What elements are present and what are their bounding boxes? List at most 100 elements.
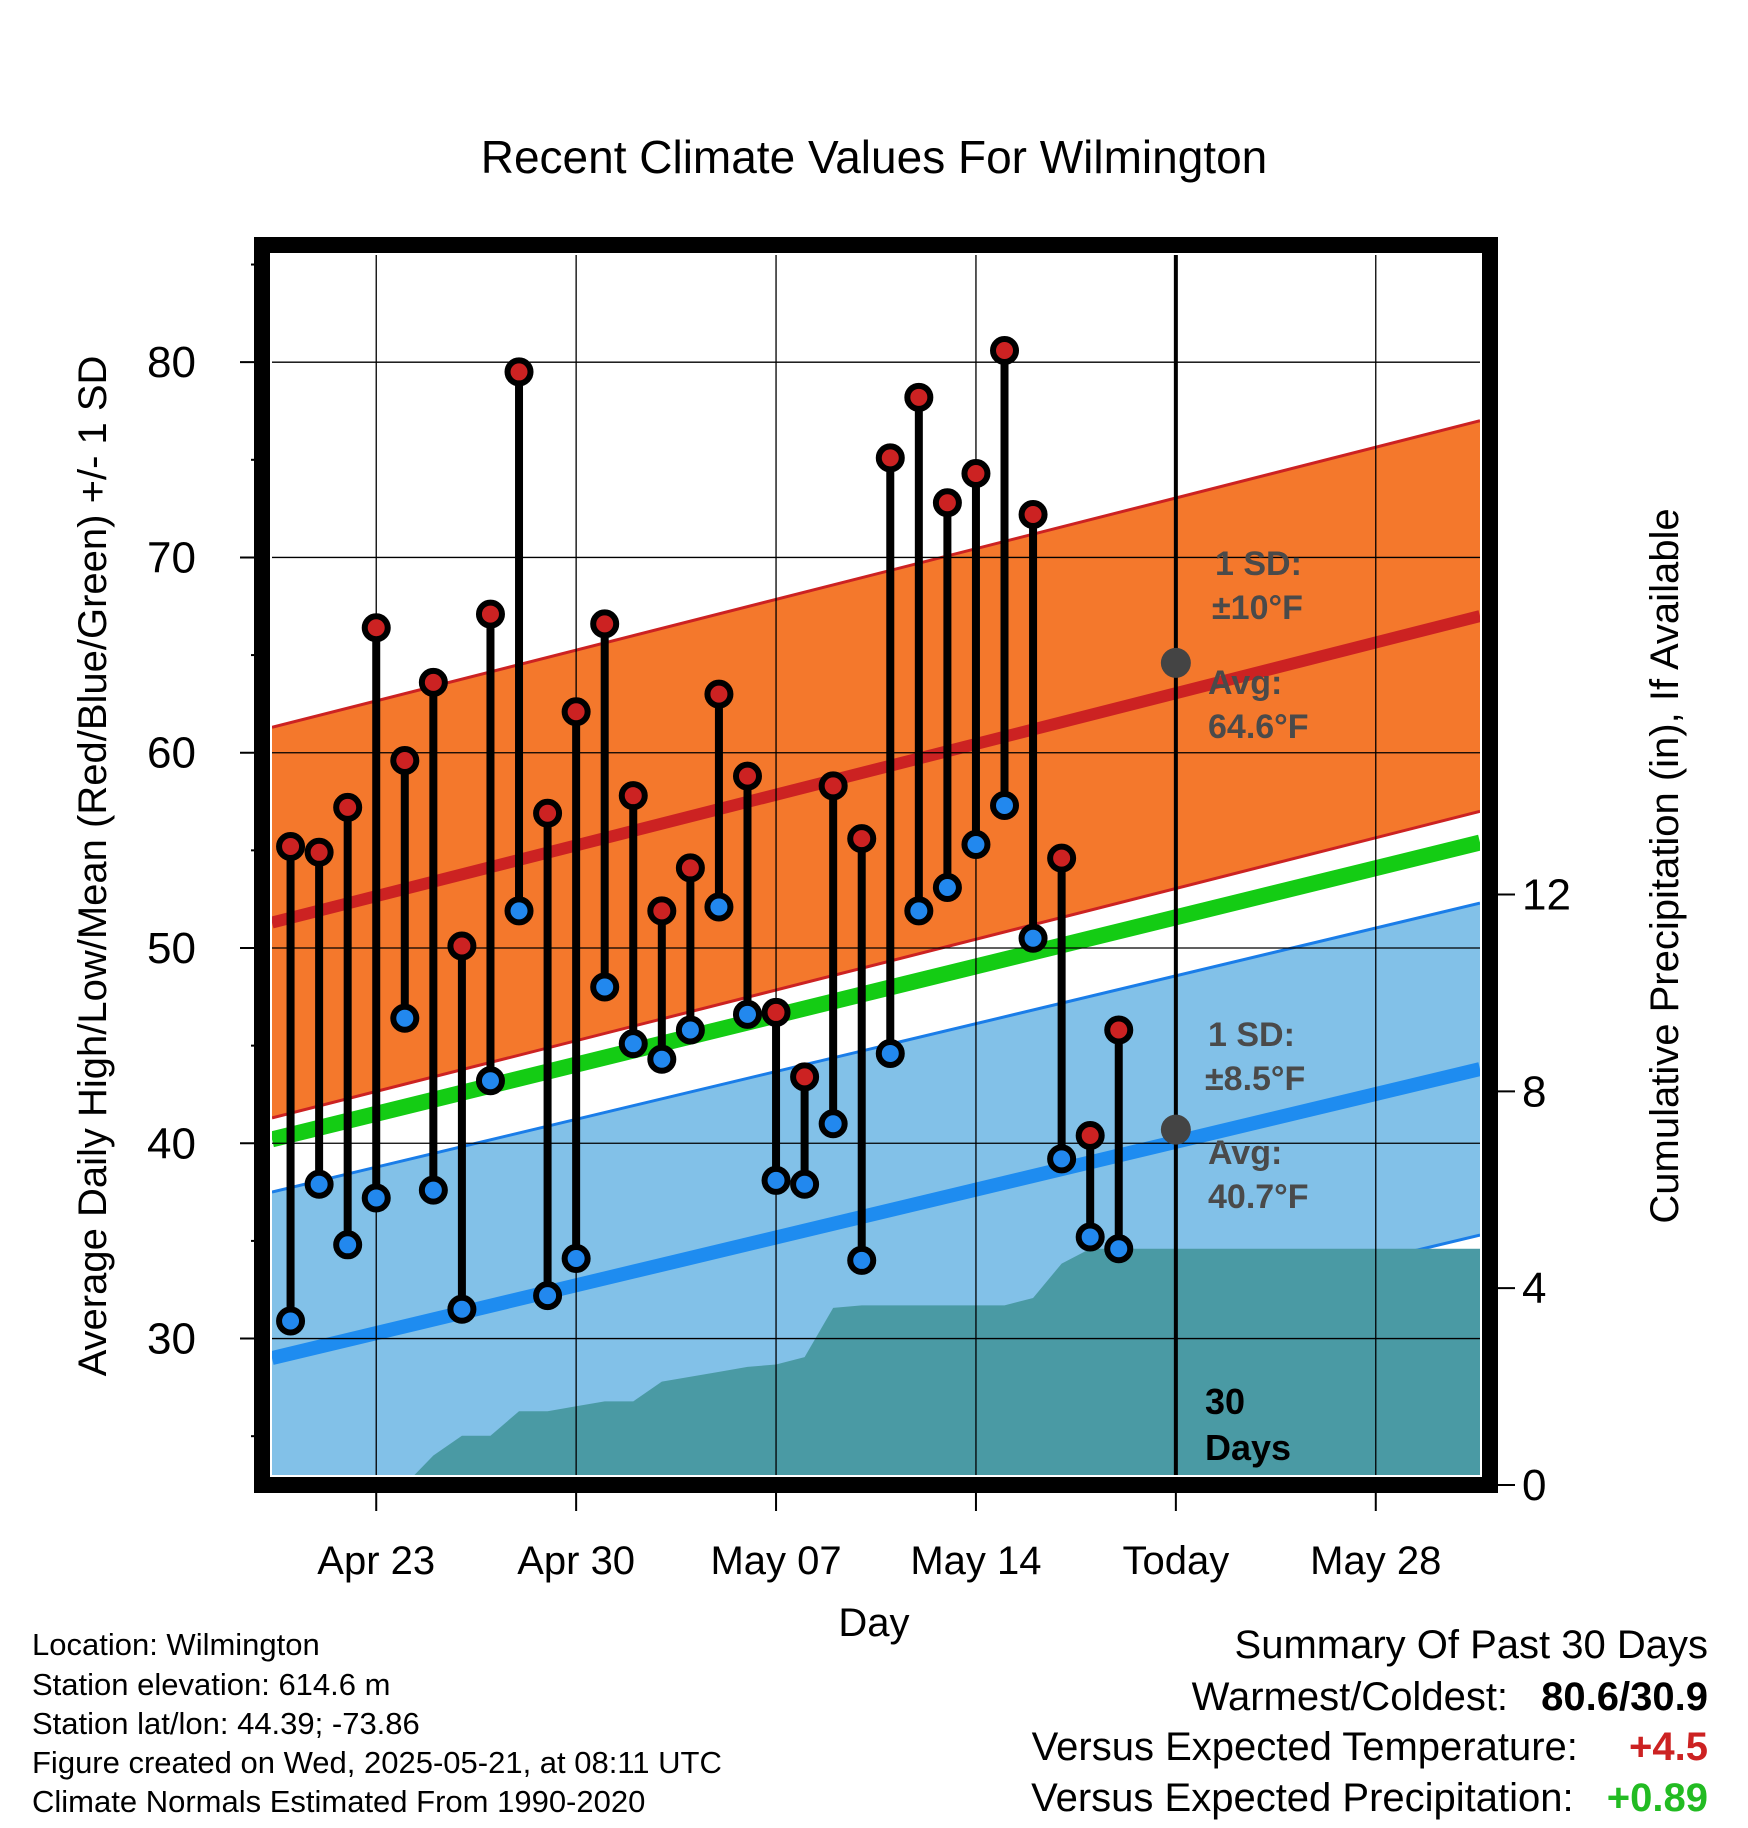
summary-heading: Summary Of Past 30 Days xyxy=(1234,1623,1708,1667)
high-point xyxy=(561,697,591,727)
low-sd-upper-edge xyxy=(272,901,1480,1194)
low-point xyxy=(875,1038,905,1068)
summary-temp-label: Versus Expected Temperature: xyxy=(1031,1725,1578,1769)
high-point xyxy=(847,824,877,854)
footer-latlon: Station lat/lon: 44.39; -73.86 xyxy=(32,1706,420,1741)
low-point xyxy=(732,999,762,1029)
high-avg-label: Avg: xyxy=(1208,664,1282,702)
low-point xyxy=(1075,1222,1105,1252)
high-point xyxy=(304,837,334,867)
low-point xyxy=(904,896,934,926)
high-point xyxy=(1075,1120,1105,1150)
high-point xyxy=(675,853,705,883)
high-point xyxy=(533,798,563,828)
high-point xyxy=(790,1062,820,1092)
plot-area xyxy=(272,255,1480,1475)
y2-tick-label: 4 xyxy=(1522,1264,1546,1313)
low-point xyxy=(790,1169,820,1199)
precipitation-area xyxy=(414,1248,1480,1475)
high-point xyxy=(904,382,934,412)
high-point xyxy=(418,667,448,697)
low-point xyxy=(847,1245,877,1275)
y-tick-label: 40 xyxy=(147,1119,196,1168)
chart-title: Recent Climate Values For Wilmington xyxy=(481,131,1268,183)
summary-precip-value: +0.89 xyxy=(1606,1776,1708,1820)
high-point xyxy=(333,792,363,822)
summary-warmest-row: Warmest/Coldest: 80.6/30.9 xyxy=(1192,1675,1708,1719)
low-avg-label: Avg: xyxy=(1208,1134,1282,1172)
low-point xyxy=(561,1243,591,1273)
x-tick-label: Today xyxy=(1122,1539,1229,1583)
y-tick-label: 60 xyxy=(147,729,196,778)
footer-normals: Climate Normals Estimated From 1990-2020 xyxy=(32,1784,646,1819)
summary-temp-row: Versus Expected Temperature: +4.5 xyxy=(1032,1725,1708,1769)
high-sd-label: 1 SD: xyxy=(1215,545,1302,583)
low-point xyxy=(818,1109,848,1139)
high-point xyxy=(932,488,962,518)
y-tick-label: 80 xyxy=(147,338,196,387)
today-low-avg-marker xyxy=(1160,1114,1191,1145)
low-point xyxy=(1104,1234,1134,1264)
high-point xyxy=(1018,499,1048,529)
summary-precip-label: Versus Expected Precipitation: xyxy=(1031,1776,1574,1820)
low-point xyxy=(390,1003,420,1033)
high-avg-value: 64.6°F xyxy=(1208,708,1309,746)
high-point xyxy=(361,613,391,643)
high-sd-value: ±10°F xyxy=(1212,589,1303,627)
high-point xyxy=(761,997,791,1027)
high-point xyxy=(875,443,905,473)
low-point xyxy=(704,892,734,922)
high-point xyxy=(990,335,1020,365)
y-tick-label: 50 xyxy=(147,924,196,973)
y-tick-label: 70 xyxy=(147,533,196,582)
low-point xyxy=(932,872,962,902)
x-tick-label: May 14 xyxy=(910,1539,1041,1583)
high-point xyxy=(704,679,734,709)
low-point xyxy=(304,1169,334,1199)
low-point xyxy=(590,972,620,1002)
low-point xyxy=(361,1183,391,1213)
y2-tick-label: 0 xyxy=(1522,1461,1546,1510)
footer-created: Figure created on Wed, 2025-05-21, at 08… xyxy=(32,1745,722,1780)
x-tick-label: Apr 23 xyxy=(317,1539,435,1583)
y2-axis-label: Cumulative Precipitation (in), If Availa… xyxy=(1643,508,1687,1223)
today-high-avg-marker xyxy=(1160,647,1191,678)
high-point xyxy=(732,761,762,791)
footer-location: Location: Wilmington xyxy=(32,1627,320,1662)
summary-precip-row: Versus Expected Precipitation: +0.89 xyxy=(1031,1776,1708,1820)
low-point xyxy=(447,1294,477,1324)
high-point xyxy=(818,771,848,801)
high-point xyxy=(1047,843,1077,873)
x-axis-label: Day xyxy=(838,1601,909,1645)
high-point xyxy=(590,609,620,639)
low-point xyxy=(990,790,1020,820)
high-point xyxy=(504,357,534,387)
summary-warmest-label: Warmest/Coldest: xyxy=(1191,1675,1509,1719)
x-tick-label: May 07 xyxy=(710,1539,841,1583)
footer-elevation: Station elevation: 614.6 m xyxy=(32,1667,391,1702)
high-point xyxy=(276,831,306,861)
low-point xyxy=(761,1165,791,1195)
low-point xyxy=(475,1066,505,1096)
y2-tick-label: 12 xyxy=(1522,871,1571,920)
y-axis-label: Average Daily High/Low/Mean (Red/Blue/Gr… xyxy=(71,356,115,1377)
days-label-word: Days xyxy=(1205,1427,1291,1468)
high-sd-upper-edge xyxy=(272,419,1480,729)
high-point xyxy=(447,931,477,961)
low-sd-band xyxy=(272,903,1480,1475)
high-point xyxy=(618,781,648,811)
summary-warmest-value: 80.6/30.9 xyxy=(1541,1675,1708,1719)
normal-mean-line xyxy=(272,834,1480,1148)
x-tick-label: Apr 30 xyxy=(517,1539,635,1583)
low-point xyxy=(333,1230,363,1260)
low-point xyxy=(504,896,534,926)
y2-tick-label: 8 xyxy=(1522,1067,1546,1116)
low-point xyxy=(418,1175,448,1205)
low-point xyxy=(1018,923,1048,953)
low-avg-value: 40.7°F xyxy=(1208,1178,1309,1216)
high-point xyxy=(1104,1015,1134,1045)
high-point xyxy=(390,746,420,776)
x-tick-label: May 28 xyxy=(1310,1539,1441,1583)
high-point xyxy=(475,599,505,629)
